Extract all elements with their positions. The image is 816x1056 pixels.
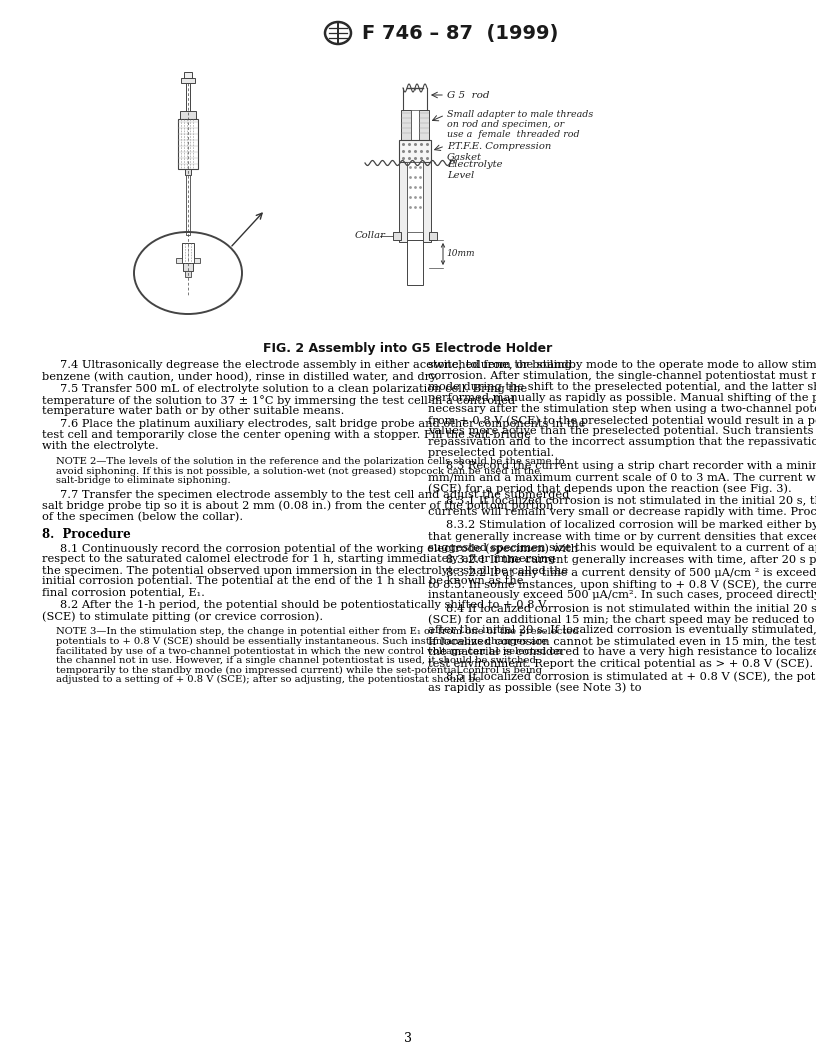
Text: mm/min and a maximum current scale of 0 to 3 mA. The current will be recorded at: mm/min and a maximum current scale of 0 … bbox=[428, 472, 816, 482]
Text: temperature of the solution to 37 ± 1°C by immersing the test cell in a controll: temperature of the solution to 37 ± 1°C … bbox=[42, 395, 515, 406]
Text: that generally increase with time or by current densities that exceed 500 μA/cm²: that generally increase with time or by … bbox=[428, 531, 816, 542]
Text: temporarily to the standby mode (no impressed current) while the set-potential c: temporarily to the standby mode (no impr… bbox=[56, 665, 542, 675]
Text: as rapidly as possible (see Note 3) to: as rapidly as possible (see Note 3) to bbox=[428, 682, 641, 693]
Bar bbox=[407, 240, 423, 285]
Text: 8.3.2.2 If at any time a current density of 500 μA/cm ² is exceeded, proceed imm: 8.3.2.2 If at any time a current density… bbox=[446, 568, 816, 578]
Bar bbox=[183, 263, 193, 271]
Text: currents will remain very small or decrease rapidly with time. Proceed to 8.4.: currents will remain very small or decre… bbox=[428, 507, 816, 517]
Text: the specimen. The potential observed upon immersion in the electrolyte shall be : the specimen. The potential observed upo… bbox=[42, 566, 568, 576]
Text: performed manually as rapidly as possible. Manual shifting of the potential may : performed manually as rapidly as possibl… bbox=[428, 393, 816, 403]
Text: avoid siphoning. If this is not possible, a solution-wet (not greased) stopcock : avoid siphoning. If this is not possible… bbox=[56, 467, 540, 475]
Text: repassivation and to the incorrect assumption that the repassivation occurred at: repassivation and to the incorrect assum… bbox=[428, 437, 816, 447]
Text: the material is considered to have a very high resistance to localized corrosion: the material is considered to have a ver… bbox=[428, 647, 816, 657]
Text: the channel not in use. However, if a single channel potentiostat is used, it sh: the channel not in use. However, if a si… bbox=[56, 656, 536, 665]
Bar bbox=[185, 169, 191, 175]
Bar bbox=[181, 78, 195, 83]
Text: 8.4 If localized corrosion is not stimulated within the initial 20 s, continue a: 8.4 If localized corrosion is not stimul… bbox=[446, 603, 816, 612]
Text: after the initial 20 s. If localized corrosion is eventually stimulated, proceed: after the initial 20 s. If localized cor… bbox=[428, 625, 816, 635]
Text: potentials to + 0.8 V (SCE) should be essentially instantaneous. Such instantane: potentials to + 0.8 V (SCE) should be es… bbox=[56, 637, 548, 646]
Bar bbox=[393, 232, 401, 240]
Text: 7.6 Place the platinum auxiliary electrodes, salt bridge probe and other compone: 7.6 Place the platinum auxiliary electro… bbox=[60, 419, 585, 429]
Text: suggested specimen size this would be equivalent to a current of approximately 2: suggested specimen size this would be eq… bbox=[428, 542, 816, 552]
Text: instantaneously exceed 500 μA/cm². In such cases, proceed directly to 8.5 withou: instantaneously exceed 500 μA/cm². In su… bbox=[428, 590, 816, 600]
Bar bbox=[401, 110, 411, 140]
Text: corrosion. After stimulation, the single-channel potentiostat must remain in the: corrosion. After stimulation, the single… bbox=[428, 371, 816, 381]
Text: temperature water bath or by other suitable means.: temperature water bath or by other suita… bbox=[42, 406, 344, 416]
Text: salt bridge probe tip so it is about 2 mm (0.08 in.) from the center of the bott: salt bridge probe tip so it is about 2 m… bbox=[42, 501, 553, 511]
Text: Small adapter to male threads: Small adapter to male threads bbox=[447, 110, 593, 119]
Text: 7.4 Ultrasonically degrease the electrode assembly in either acetone, toluene, o: 7.4 Ultrasonically degrease the electrod… bbox=[60, 360, 572, 370]
Text: final corrosion potential, E₁.: final corrosion potential, E₁. bbox=[42, 587, 205, 598]
Text: 3: 3 bbox=[404, 1032, 412, 1045]
Text: If localized corrosion cannot be stimulated even in 15 min, the test is terminat: If localized corrosion cannot be stimula… bbox=[428, 636, 816, 646]
Text: (SCE) for an additional 15 min; the chart speed may be reduced to a minimum of 5: (SCE) for an additional 15 min; the char… bbox=[428, 614, 816, 624]
Bar bbox=[180, 111, 196, 119]
Text: 8.  Procedure: 8. Procedure bbox=[42, 528, 131, 542]
Bar bbox=[185, 271, 191, 277]
Text: switched from the standby mode to the operate mode to allow stimulation of local: switched from the standby mode to the op… bbox=[428, 360, 816, 370]
Bar bbox=[411, 110, 419, 140]
Text: NOTE 3—In the stimulation step, the change in potential either from E₁ or from o: NOTE 3—In the stimulation step, the chan… bbox=[56, 627, 579, 637]
Text: 8.2 After the 1-h period, the potential should be potentiostatically shifted to : 8.2 After the 1-h period, the potential … bbox=[60, 601, 547, 610]
Bar bbox=[399, 140, 431, 162]
Text: Collar: Collar bbox=[355, 231, 386, 241]
Bar bbox=[429, 232, 437, 240]
Text: salt-bridge to eliminate siphoning.: salt-bridge to eliminate siphoning. bbox=[56, 476, 231, 485]
Bar bbox=[194, 258, 200, 263]
Text: Level: Level bbox=[447, 171, 474, 180]
Text: adjusted to a setting of + 0.8 V (SCE); after so adjusting, the potentiostat sho: adjusted to a setting of + 0.8 V (SCE); … bbox=[56, 675, 481, 684]
Text: 8.1 Continuously record the corrosion potential of the working electrode (specim: 8.1 Continuously record the corrosion po… bbox=[60, 544, 578, 554]
Text: with the electrolyte.: with the electrolyte. bbox=[42, 441, 159, 451]
Bar bbox=[423, 162, 431, 242]
Text: 7.5 Transfer 500 mL of electrolyte solution to a clean polarization cell. Bring : 7.5 Transfer 500 mL of electrolyte solut… bbox=[60, 384, 527, 394]
Text: to 8.5. In some instances, upon shifting to + 0.8 V (SCE), the current density w: to 8.5. In some instances, upon shifting… bbox=[428, 579, 816, 589]
Bar bbox=[399, 162, 407, 242]
Text: from + 0.8 V (SCE) to the preselected potential would result in a potential tran: from + 0.8 V (SCE) to the preselected po… bbox=[428, 415, 816, 426]
Text: on rod and specimen, or: on rod and specimen, or bbox=[447, 120, 564, 129]
Text: 8.3.2 Stimulation of localized corrosion will be marked either by polarization c: 8.3.2 Stimulation of localized corrosion… bbox=[446, 520, 816, 530]
Text: mode during the shift to the preselected potential, and the latter shift should : mode during the shift to the preselected… bbox=[428, 382, 816, 392]
Bar bbox=[182, 243, 194, 263]
Text: (SCE) for a period that depends upon the reaction (see Fig. 3).: (SCE) for a period that depends upon the… bbox=[428, 483, 792, 493]
Bar bbox=[178, 119, 198, 169]
Text: necessary after the stimulation step when using a two-channel potentiostat if th: necessary after the stimulation step whe… bbox=[428, 404, 816, 414]
Text: benzene (with caution, under hood), rinse in distilled water, and dry.: benzene (with caution, under hood), rins… bbox=[42, 371, 439, 381]
Text: values more active than the preselected potential. Such transients could lead to: values more active than the preselected … bbox=[428, 426, 816, 436]
Text: NOTE 2—The levels of the solution in the reference and the polarization cells sh: NOTE 2—The levels of the solution in the… bbox=[56, 457, 565, 466]
Text: use a  female  threaded rod: use a female threaded rod bbox=[447, 130, 579, 139]
Text: FIG. 2 Assembly into G5 Electrode Holder: FIG. 2 Assembly into G5 Electrode Holder bbox=[264, 342, 552, 355]
Text: test environment. Report the critical potential as > + 0.8 V (SCE).: test environment. Report the critical po… bbox=[428, 658, 813, 668]
Text: 8.3.1 If localized corrosion is not stimulated in the initial 20 s, the polarizi: 8.3.1 If localized corrosion is not stim… bbox=[446, 496, 816, 506]
Text: Electrolyte: Electrolyte bbox=[447, 161, 503, 169]
Text: 10mm: 10mm bbox=[446, 249, 474, 259]
Bar bbox=[407, 162, 423, 232]
Text: 7.7 Transfer the specimen electrode assembly to the test cell and adjust the sub: 7.7 Transfer the specimen electrode asse… bbox=[60, 490, 570, 499]
Text: P.T.F.E. Compression: P.T.F.E. Compression bbox=[447, 142, 552, 151]
Bar bbox=[419, 110, 429, 140]
Bar bbox=[186, 175, 190, 235]
Bar bbox=[184, 72, 192, 78]
Bar bbox=[176, 258, 182, 263]
Text: 8.3.2.1 If the current generally increases with time, after 20 s proceed to 8.5.: 8.3.2.1 If the current generally increas… bbox=[446, 555, 816, 565]
Text: G 5  rod: G 5 rod bbox=[447, 91, 490, 99]
Text: 8.5 If localized corrosion is stimulated at + 0.8 V (SCE), the potential is then: 8.5 If localized corrosion is stimulated… bbox=[446, 671, 816, 681]
Text: Gasket: Gasket bbox=[447, 153, 482, 162]
Text: test cell and temporarily close the center opening with a stopper. Fill the salt: test cell and temporarily close the cent… bbox=[42, 430, 531, 440]
Text: (SCE) to stimulate pitting (or crevice corrosion).: (SCE) to stimulate pitting (or crevice c… bbox=[42, 611, 323, 622]
Text: preselected potential.: preselected potential. bbox=[428, 448, 554, 458]
Text: initial corrosion potential. The potential at the end of the 1 h shall be known : initial corrosion potential. The potenti… bbox=[42, 577, 524, 586]
Text: facilitated by use of a two-channel potentiostat in which the new control voltag: facilitated by use of a two-channel pote… bbox=[56, 646, 562, 656]
Text: 8.3 Record the current using a strip chart recorder with a minimum chart speed o: 8.3 Record the current using a strip cha… bbox=[446, 461, 816, 471]
Bar bbox=[186, 83, 190, 111]
Text: respect to the saturated calomel electrode for 1 h, starting immediately after i: respect to the saturated calomel electro… bbox=[42, 554, 555, 565]
Text: of the specimen (below the collar).: of the specimen (below the collar). bbox=[42, 511, 243, 522]
Text: F 746 – 87  (1999): F 746 – 87 (1999) bbox=[362, 23, 558, 42]
